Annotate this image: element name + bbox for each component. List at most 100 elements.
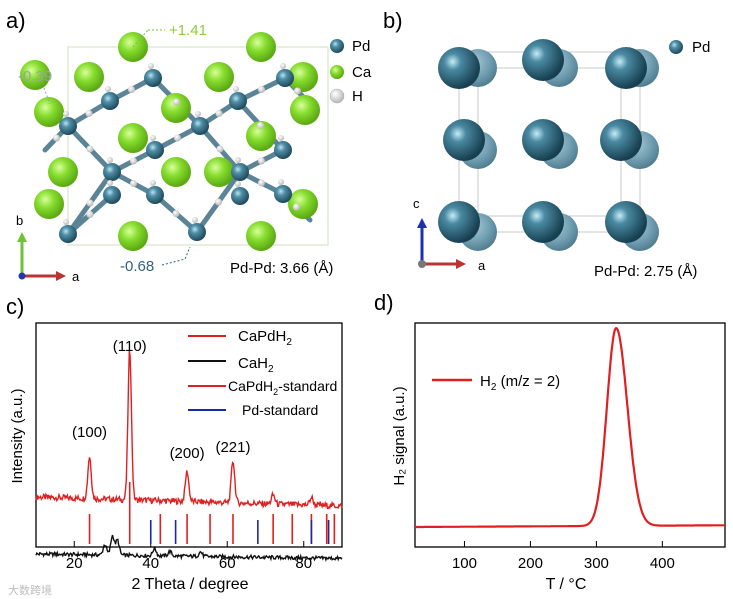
pd-charge-label: -0.68: [120, 258, 154, 275]
xrd-plot-frame: [35, 322, 343, 548]
h-atom: [148, 63, 154, 69]
a-axis-label-a: a: [72, 269, 80, 284]
pd-atom: [191, 117, 209, 135]
legend-swatch-ca: [330, 65, 344, 79]
pd-atom: [276, 69, 294, 87]
panel-d: d) H₂ signal (a.u.) T / °C 100 200 300 400 …: [374, 290, 726, 593]
pd-atom-front: [605, 201, 647, 243]
h-atom: [215, 198, 222, 206]
h-atom: [280, 63, 286, 69]
h-atom: [150, 135, 156, 141]
pd-atom: [231, 163, 249, 181]
tpd-tick-label: 100: [452, 555, 477, 572]
h-charge-label: -0.39: [18, 68, 52, 85]
panel-c: c) Intensity (a.u.) 2 Theta / degree 20 4…: [6, 294, 343, 593]
legend-swatch-pd: [330, 39, 344, 53]
xrd-ylabel: Intensity (a.u.): [9, 388, 26, 483]
c-axis-label: c: [413, 196, 420, 211]
pd-atom: [146, 186, 164, 204]
xrd-series-CaPdH2: [35, 350, 343, 510]
h-atom: [192, 217, 198, 223]
h-atom: [107, 157, 113, 163]
ca-atom: [34, 97, 64, 127]
h-atom: [63, 219, 69, 225]
h-atom: [85, 110, 93, 117]
panel-b: b) c a Pd-Pd: 2.75 (Å) Pd: [383, 8, 710, 280]
ca-atom: [204, 62, 234, 92]
xrd-legend-text-capdh2-std: CaPdH2-standard: [228, 378, 337, 397]
h-atom: [150, 180, 156, 186]
panel-a: a) +1.41 -0.39 -0.68 b a Pd-Pd: 3.66 (Å)…: [6, 8, 372, 284]
legend-swatch-pd-b: [669, 40, 683, 54]
h-atom: [294, 87, 301, 95]
h-atom: [174, 134, 181, 142]
legend-text-h: H: [352, 88, 363, 105]
tpd-ylabel: H₂ signal (a.u.): [391, 386, 408, 485]
xrd-x-ticks: 20 40 60 80: [66, 541, 312, 572]
xrd-peak-label: (100): [72, 424, 107, 441]
panel-d-label: d): [374, 290, 394, 315]
xrd-peak-label: (200): [170, 445, 205, 462]
ca-atom: [161, 93, 191, 123]
pd-atom: [188, 223, 206, 241]
a-axis-label-b: a: [478, 258, 486, 273]
xrd-legend-text-cah2: CaH2: [238, 355, 274, 375]
ca-atom: [288, 62, 318, 92]
tpd-series: [415, 327, 725, 529]
panel-c-label: c): [6, 294, 24, 319]
pd-atom-front: [522, 201, 564, 243]
pd-atom-front: [443, 119, 485, 161]
xrd-series: [35, 350, 343, 562]
legend-a: Pd Ca H: [329, 38, 372, 105]
pd-charge-leader: [161, 246, 191, 266]
xrd-peak-labels: (100) (110) (200) (221): [72, 338, 250, 462]
xrd-peak-label: (221): [215, 439, 250, 456]
pd-atom-front: [522, 119, 564, 161]
b-axis-label: b: [16, 213, 23, 228]
ca-atom: [34, 189, 64, 219]
legend-text-pd-b: Pd: [692, 39, 710, 56]
pd-atom-front: [438, 47, 480, 89]
h-atom: [233, 86, 239, 92]
h-atom: [278, 135, 284, 141]
h-atom: [293, 203, 300, 211]
h-atom: [86, 199, 94, 207]
xrd-xlabel: 2 Theta / degree: [131, 576, 248, 593]
tpd-plot-frame: [414, 322, 726, 548]
h-atom: [195, 111, 201, 117]
tpd-xlabel: T / °C: [546, 576, 587, 593]
pd-atom: [231, 187, 249, 205]
xrd-peak-label: (110): [113, 338, 147, 355]
h-atom: [130, 180, 137, 187]
h-atom: [278, 179, 284, 185]
h-atom: [258, 179, 265, 187]
ca-atom: [48, 157, 78, 187]
ca-atom: [290, 95, 320, 125]
h-atom: [173, 98, 180, 106]
tpd-legend-text: H2 (m/z = 2): [480, 373, 560, 393]
h-atom: [258, 86, 265, 93]
h-atom: [258, 157, 265, 165]
tpd-x-ticks: 100 200 300 400: [452, 541, 675, 572]
xrd-standard-sticks: [88, 482, 336, 544]
watermark-text: 大数跨境: [8, 583, 52, 597]
xrd-legend-text-pd-std: Pd-standard: [242, 402, 318, 418]
h-atom: [128, 86, 135, 93]
tpd-tick-label: 200: [518, 555, 543, 572]
pd-atom-front: [600, 119, 642, 161]
pd-atom: [144, 69, 162, 87]
ca-atom: [161, 157, 191, 187]
h-atom: [172, 210, 180, 217]
pd-atom: [229, 92, 247, 110]
pd-atom-front: [605, 47, 647, 89]
pd-atom: [59, 225, 77, 243]
ca-atom: [20, 60, 50, 90]
pd-atom: [274, 185, 292, 203]
h-atom: [63, 111, 69, 117]
pd-atom: [103, 186, 121, 204]
h-atom: [86, 211, 94, 218]
h-atom: [86, 145, 94, 153]
h-atom: [235, 181, 241, 187]
pd-atom: [101, 92, 119, 110]
